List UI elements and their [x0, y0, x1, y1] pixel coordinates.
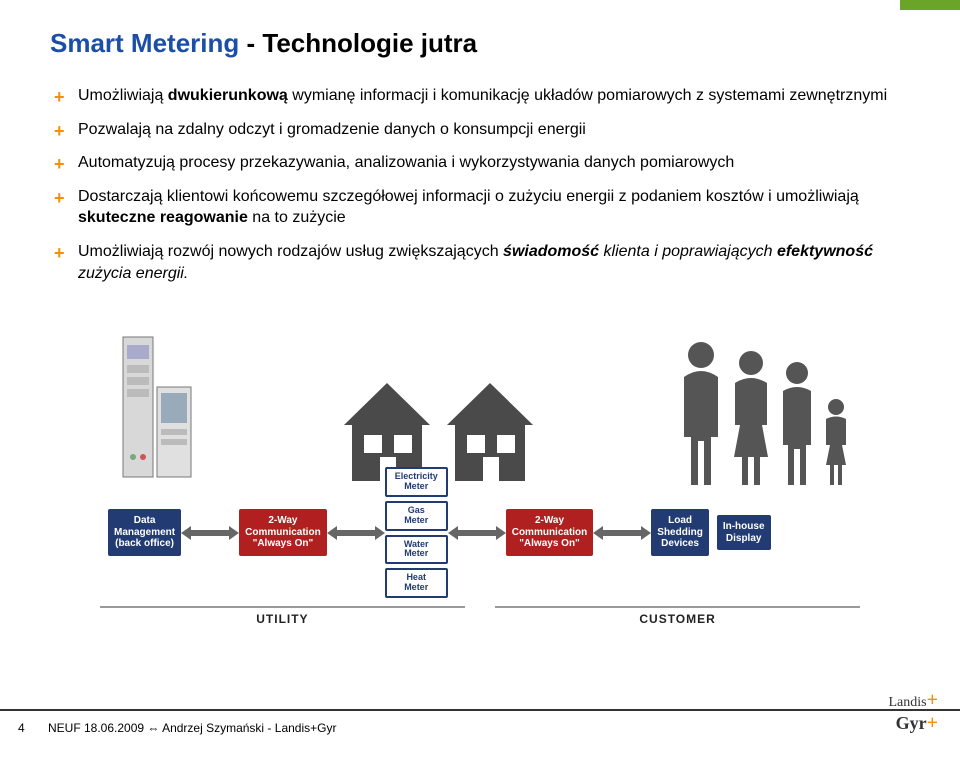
footer-divider — [0, 709, 960, 711]
bidirectional-arrow-icon — [601, 530, 643, 536]
page-number: 4 — [18, 721, 25, 735]
tag-load-shedding: Load Shedding Devices — [651, 509, 709, 556]
bullet-item: Automatyzują procesy przekazywania, anal… — [50, 152, 910, 174]
bidirectional-arrow-icon — [189, 530, 231, 536]
infographic-top-row — [100, 302, 860, 487]
meter-label: Gas Meter — [385, 501, 448, 531]
bidirectional-arrow-icon — [335, 530, 377, 536]
meter-label: Water Meter — [385, 535, 448, 565]
meter-label: Heat Meter — [385, 568, 448, 598]
tag-inhouse-display: In-house Display — [717, 515, 771, 550]
slide-content: Smart Metering - Technologie jutra Umożl… — [0, 0, 960, 632]
section-utility: UTILITY — [100, 606, 465, 626]
infographic-bottom-row: Data Management (back office) 2-Way Comm… — [100, 467, 860, 598]
bullet-item: Umożliwiają dwukierunkową wymianę inform… — [50, 85, 910, 107]
tag-communication: 2-Way Communication "Always On" — [506, 509, 594, 556]
bullet-item: Dostarczają klientowi końcowemu szczegół… — [50, 186, 910, 229]
section-labels: UTILITY CUSTOMER — [100, 606, 860, 626]
bullet-item: Umożliwiają rozwój nowych rodzajów usług… — [50, 241, 910, 284]
title-sep: - — [239, 28, 262, 58]
plus-icon: + — [927, 689, 938, 711]
footer-text: NEUF 18.06.2009 ⇔ Andrzej Szymański - La… — [48, 721, 336, 735]
plus-icon: + — [927, 712, 938, 734]
landis-gyr-logo: Landis+ Gyr+ — [888, 689, 938, 735]
tag-data-management: Data Management (back office) — [108, 509, 181, 556]
title-sub: Technologie jutra — [262, 28, 477, 58]
tag-communication: 2-Way Communication "Always On" — [239, 509, 327, 556]
infographic: Data Management (back office) 2-Way Comm… — [100, 302, 860, 632]
meter-label: Electricity Meter — [385, 467, 448, 497]
slide-footer: 4 NEUF 18.06.2009 ⇔ Andrzej Szymański - … — [0, 715, 960, 745]
title-main: Smart Metering — [50, 28, 239, 58]
server-icon — [110, 317, 200, 487]
header-accent-bar — [900, 0, 960, 10]
meter-stack: Electricity Meter Gas Meter Water Meter … — [385, 467, 448, 598]
bullet-list: Umożliwiają dwukierunkową wymianę inform… — [50, 85, 910, 284]
bullet-item: Pozwalają na zdalny odczyt i gromadzenie… — [50, 119, 910, 141]
slide-title: Smart Metering - Technologie jutra — [50, 28, 910, 59]
bidirectional-arrow-icon — [456, 530, 498, 536]
people-icon — [678, 337, 850, 487]
section-customer: CUSTOMER — [495, 606, 860, 626]
